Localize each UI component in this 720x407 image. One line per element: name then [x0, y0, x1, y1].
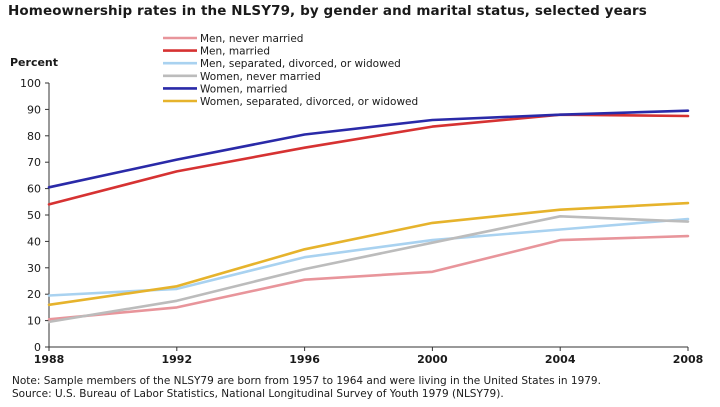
y-tick-label: 50 [27, 209, 41, 222]
y-axis: 0 10 20 30 40 50 60 70 80 90 100 [20, 77, 50, 354]
y-tick-label: 0 [34, 341, 41, 354]
legend-label: Women, never married [200, 71, 321, 83]
legend-label: Women, separated, divorced, or widowed [200, 96, 418, 108]
y-tick-label: 80 [27, 130, 41, 143]
x-tick-label: 2000 [417, 353, 448, 366]
series-line-3 [47, 217, 690, 297]
y-axis-label: Percent [10, 56, 58, 69]
series-line-6 [47, 201, 690, 307]
series-line-4 [47, 215, 690, 324]
legend-label: Men, never married [200, 33, 303, 45]
y-tick-label: 20 [27, 288, 41, 301]
y-tick-label: 40 [27, 235, 41, 248]
legend-label: Men, married [200, 46, 270, 58]
legend-label: Women, married [200, 83, 287, 95]
footnote-note: Note: Sample members of the NLSY79 are b… [12, 375, 601, 387]
y-tick-label: 30 [27, 262, 41, 275]
y-tick-label: 10 [27, 315, 41, 328]
y-tick-label: 90 [27, 103, 41, 116]
legend-label: Men, separated, divorced, or widowed [200, 58, 401, 70]
footnote-source: Source: U.S. Bureau of Labor Statistics,… [12, 388, 504, 400]
x-tick-label: 1992 [161, 353, 192, 366]
y-tick-label: 70 [27, 156, 41, 169]
x-tick-label: 1996 [289, 353, 320, 366]
series-line-1 [47, 234, 690, 321]
y-tick-label: 100 [20, 77, 41, 90]
x-tick-label: 2004 [545, 353, 576, 366]
series-group [47, 109, 690, 324]
x-tick-label: 2008 [673, 353, 704, 366]
y-tick-label: 60 [27, 183, 41, 196]
series-line-5 [47, 109, 690, 189]
x-tick-label: 1988 [34, 353, 65, 366]
chart-title: Homeownership rates in the NLSY79, by ge… [8, 3, 647, 19]
x-axis: 1988 1992 1996 2000 2004 2008 [34, 346, 704, 366]
